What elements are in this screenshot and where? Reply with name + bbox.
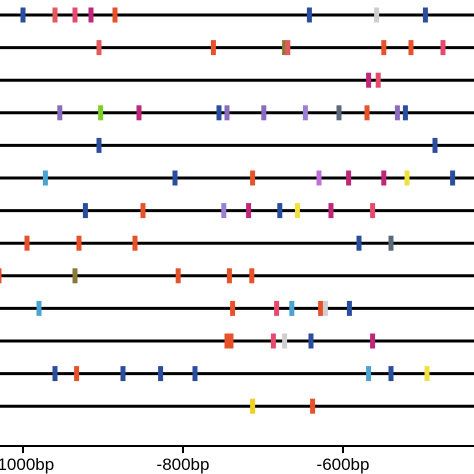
element-mark-track7-8 bbox=[370, 203, 376, 219]
element-mark-track4-3 bbox=[136, 105, 142, 121]
element-mark-track10-6 bbox=[322, 300, 328, 316]
element-mark-track8-1 bbox=[24, 235, 30, 251]
element-mark-track7-7 bbox=[328, 203, 334, 219]
element-mark-track11-2 bbox=[228, 333, 234, 349]
element-mark-track1-2 bbox=[52, 7, 58, 23]
element-mark-track6-6 bbox=[381, 170, 387, 186]
element-mark-track1-3 bbox=[72, 7, 78, 23]
marks-layer bbox=[0, 7, 456, 414]
element-mark-track11-5 bbox=[308, 333, 314, 349]
element-mark-track10-4 bbox=[289, 300, 295, 316]
element-mark-track8-3 bbox=[132, 235, 138, 251]
element-mark-track2-3 bbox=[282, 40, 288, 56]
element-mark-track3-2 bbox=[375, 72, 381, 88]
element-mark-track13-2 bbox=[310, 398, 316, 414]
element-mark-track1-8 bbox=[422, 7, 428, 23]
element-mark-track9-4 bbox=[226, 268, 232, 284]
element-mark-track4-8 bbox=[336, 105, 342, 121]
element-mark-track4-7 bbox=[302, 105, 308, 121]
element-mark-track9-2 bbox=[72, 268, 78, 284]
element-mark-track8-4 bbox=[356, 235, 362, 251]
element-mark-track5-1 bbox=[96, 137, 102, 153]
element-mark-track8-2 bbox=[76, 235, 82, 251]
element-mark-track1-4 bbox=[88, 7, 94, 23]
element-mark-track10-1 bbox=[36, 300, 42, 316]
element-mark-track7-3 bbox=[221, 203, 227, 219]
element-mark-track7-6 bbox=[294, 203, 300, 219]
element-mark-track2-7 bbox=[440, 40, 446, 56]
element-mark-track11-3 bbox=[270, 333, 276, 349]
element-mark-track2-1 bbox=[96, 40, 102, 56]
element-mark-track9-5 bbox=[249, 268, 255, 284]
element-mark-track6-1 bbox=[42, 170, 48, 186]
element-mark-track7-2 bbox=[140, 203, 146, 219]
element-mark-track4-10 bbox=[394, 105, 400, 121]
element-mark-track12-6 bbox=[366, 366, 372, 382]
element-mark-track10-7 bbox=[346, 300, 352, 316]
element-mark-track4-11 bbox=[402, 105, 408, 121]
element-mark-track4-4 bbox=[216, 105, 222, 121]
element-mark-track2-6 bbox=[408, 40, 414, 56]
element-mark-track10-5 bbox=[318, 300, 324, 316]
x-axis: -1000bp -800bp -600bp bbox=[0, 445, 474, 474]
element-mark-track6-7 bbox=[404, 170, 410, 186]
element-mark-track1-7 bbox=[374, 7, 380, 23]
element-mark-track7-1 bbox=[82, 203, 88, 219]
element-mark-track12-1 bbox=[52, 366, 58, 382]
element-mark-track12-5 bbox=[192, 366, 198, 382]
element-mark-track2-4 bbox=[285, 40, 291, 56]
element-mark-track6-5 bbox=[346, 170, 352, 186]
element-mark-track13-1 bbox=[250, 398, 256, 414]
element-mark-track3-1 bbox=[366, 72, 372, 88]
element-mark-track12-8 bbox=[424, 366, 430, 382]
element-mark-track4-1 bbox=[57, 105, 63, 121]
element-mark-track6-8 bbox=[450, 170, 456, 186]
element-mark-track1-1 bbox=[20, 7, 26, 23]
element-mark-track4-2 bbox=[98, 105, 104, 121]
element-mark-track10-2 bbox=[230, 300, 236, 316]
element-mark-track11-1 bbox=[224, 333, 230, 349]
x-tick-label-2: -800bp bbox=[157, 455, 210, 474]
tracks-layer bbox=[0, 13, 474, 408]
element-mark-track6-2 bbox=[172, 170, 178, 186]
element-mark-track9-1 bbox=[0, 268, 2, 284]
element-mark-track1-5 bbox=[112, 7, 118, 23]
element-mark-track8-5 bbox=[388, 235, 394, 251]
element-mark-track7-4 bbox=[246, 203, 252, 219]
element-mark-track6-4 bbox=[316, 170, 322, 186]
element-mark-track5-2 bbox=[432, 137, 438, 153]
element-mark-track2-2 bbox=[210, 40, 216, 56]
x-tick-label-1: -1000bp bbox=[0, 455, 54, 474]
element-mark-track7-5 bbox=[277, 203, 283, 219]
element-mark-track6-3 bbox=[250, 170, 256, 186]
element-mark-track11-4 bbox=[282, 333, 288, 349]
element-mark-track10-3 bbox=[274, 300, 280, 316]
element-mark-track11-6 bbox=[370, 333, 376, 349]
element-mark-track1-6 bbox=[306, 7, 312, 23]
element-mark-track12-2 bbox=[74, 366, 80, 382]
element-mark-track12-4 bbox=[158, 366, 164, 382]
element-mark-track12-3 bbox=[120, 366, 126, 382]
element-mark-track9-3 bbox=[175, 268, 181, 284]
x-tick-label-3: -600bp bbox=[317, 455, 370, 474]
element-mark-track4-5 bbox=[224, 105, 230, 121]
element-mark-track2-5 bbox=[381, 40, 387, 56]
element-mark-track4-6 bbox=[261, 105, 267, 121]
element-mark-track4-9 bbox=[364, 105, 370, 121]
element-mark-track12-7 bbox=[388, 366, 394, 382]
